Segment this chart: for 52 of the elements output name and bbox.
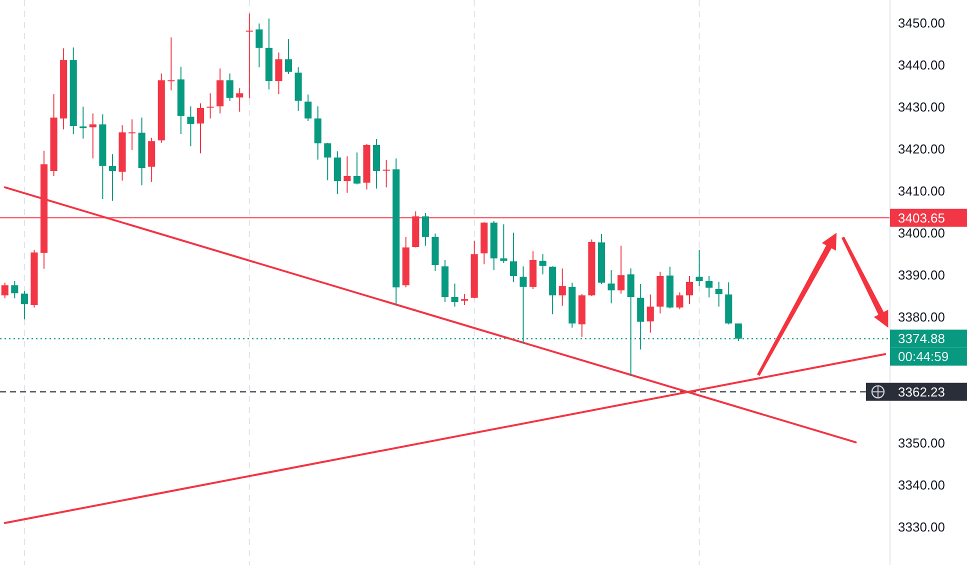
candlestick (128, 118, 136, 150)
y-tick-label: 3330.00 (898, 519, 945, 534)
y-tick-label: 3400.00 (898, 225, 945, 240)
text: 00:44:59 (898, 349, 949, 364)
ref-line-label: 3362.23 (898, 384, 945, 400)
candlestick (256, 23, 263, 68)
y-tick-label: 3340.00 (898, 477, 945, 492)
candlestick (236, 88, 244, 112)
candlestick (168, 36, 175, 91)
candlestick (11, 280, 18, 299)
candlestick (451, 283, 458, 308)
candlestick (344, 156, 351, 194)
candlestick (89, 112, 96, 159)
candlestick (686, 275, 694, 305)
candlestick (324, 142, 332, 181)
y-tick-label: 3440.00 (898, 57, 945, 72)
ref-line-label: 3374.88 (898, 331, 945, 346)
candlestick (510, 232, 517, 282)
y-tick-label: 3380.00 (898, 309, 945, 324)
y-tick-label: 3430.00 (898, 99, 945, 114)
candlestick (618, 245, 625, 294)
candlestick (706, 275, 713, 298)
y-tick-label: 3390.00 (898, 267, 945, 282)
candlestick (539, 254, 546, 275)
candlestick (696, 249, 703, 287)
candlestick (246, 12, 253, 99)
candlestick (206, 92, 214, 119)
candlestick (500, 224, 508, 264)
candlestick (382, 160, 390, 188)
candlestick (558, 268, 566, 306)
candlestick (20, 290, 28, 320)
candlestick (304, 94, 312, 122)
candlestick (196, 102, 204, 154)
candlestick (353, 152, 360, 185)
candlestick (275, 52, 282, 95)
y-tick-label: 3410.00 (898, 183, 945, 198)
candlestick (646, 294, 654, 334)
y-tick-label: 3420.00 (898, 141, 945, 156)
candlestick (108, 154, 116, 202)
candlestick (608, 270, 615, 304)
candlestick (1, 282, 8, 299)
ref-line-label: 3403.65 (898, 210, 945, 226)
candlestick (461, 294, 468, 306)
y-tick-label: 3450.00 (898, 15, 945, 30)
candlestick (284, 38, 292, 74)
candlestick (226, 73, 234, 102)
candlestick (676, 292, 684, 310)
candlestick (422, 212, 429, 246)
candlestick (334, 150, 341, 195)
candlestick (715, 281, 722, 308)
candlestick (187, 106, 194, 147)
y-tick-label: 3350.00 (898, 435, 945, 450)
